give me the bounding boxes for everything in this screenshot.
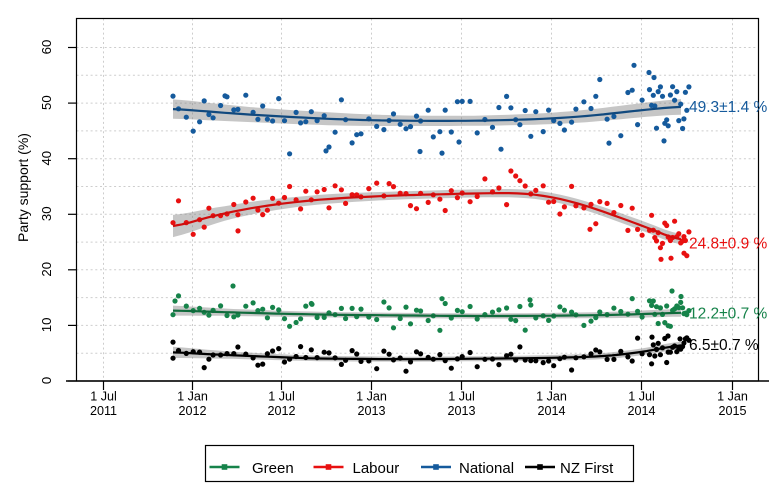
- svg-text:1 Jan: 1 Jan: [356, 390, 387, 404]
- svg-text:Labour: Labour: [353, 460, 400, 477]
- svg-text:2013: 2013: [357, 404, 385, 418]
- svg-text:0: 0: [39, 377, 54, 384]
- svg-text:2013: 2013: [447, 404, 475, 418]
- svg-text:2015: 2015: [718, 404, 746, 418]
- svg-text:50: 50: [39, 95, 54, 110]
- svg-text:National: National: [459, 460, 514, 477]
- svg-text:10: 10: [39, 318, 54, 333]
- svg-text:49.3±1.4 %: 49.3±1.4 %: [689, 99, 768, 116]
- svg-text:1 Jan: 1 Jan: [177, 390, 208, 404]
- svg-text:60: 60: [39, 40, 54, 55]
- svg-text:30: 30: [39, 206, 54, 221]
- svg-text:1 Jul: 1 Jul: [90, 390, 117, 404]
- svg-text:1 Jul: 1 Jul: [268, 390, 295, 404]
- svg-text:Party support (%): Party support (%): [15, 133, 31, 242]
- svg-text:12.2±0.7 %: 12.2±0.7 %: [689, 305, 768, 322]
- svg-text:2011: 2011: [90, 404, 117, 418]
- svg-text:2012: 2012: [267, 404, 295, 418]
- svg-text:40: 40: [39, 151, 54, 166]
- svg-text:2012: 2012: [178, 404, 206, 418]
- svg-text:1 Jan: 1 Jan: [717, 390, 748, 404]
- svg-text:Green: Green: [252, 460, 294, 477]
- svg-text:1 Jul: 1 Jul: [628, 390, 655, 404]
- svg-text:NZ First: NZ First: [560, 460, 614, 477]
- svg-text:2014: 2014: [627, 404, 655, 418]
- svg-text:20: 20: [39, 262, 54, 277]
- svg-text:2014: 2014: [537, 404, 565, 418]
- svg-text:1 Jan: 1 Jan: [536, 390, 567, 404]
- svg-text:24.8±0.9 %: 24.8±0.9 %: [689, 235, 768, 252]
- svg-text:1 Jul: 1 Jul: [448, 390, 475, 404]
- svg-text:6.5±0.7 %: 6.5±0.7 %: [689, 337, 759, 354]
